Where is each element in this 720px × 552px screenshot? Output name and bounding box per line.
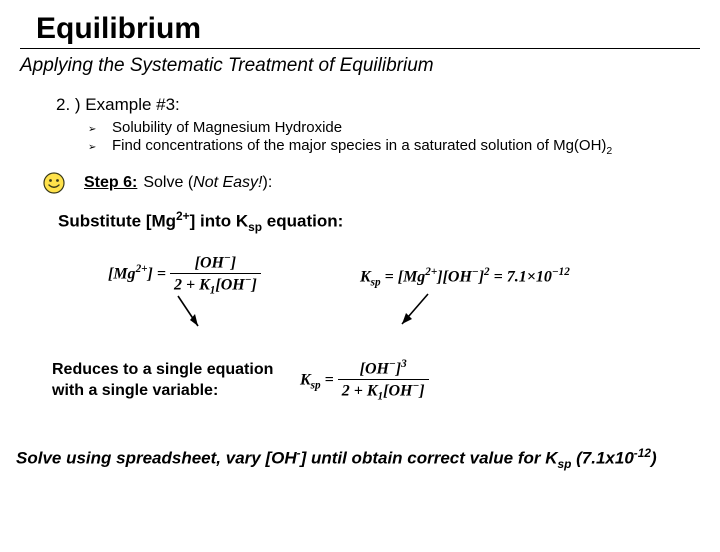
subscript: 2 bbox=[606, 145, 612, 157]
list-item: ➢ Solubility of Magnesium Hydroxide bbox=[88, 119, 720, 136]
step-row: Step 6: Solve (Not Easy!): bbox=[42, 171, 720, 195]
text-part: ] until obtain correct value for K bbox=[301, 448, 558, 467]
equation-ksp: Ksp = [Mg2+][OH−]2 = 7.1×10−12 bbox=[360, 266, 570, 289]
equation-reduced: Ksp = [OH−]3 2 + K1[OH−] bbox=[300, 358, 429, 403]
step-text-italic: Not Easy! bbox=[193, 174, 262, 191]
bullet-text-part: Find concentrations of the major species… bbox=[112, 137, 606, 154]
text-part: ] into K bbox=[190, 212, 249, 231]
subtitle: Applying the Systematic Treatment of Equ… bbox=[20, 55, 720, 77]
final-instruction: Solve using spreadsheet, vary [OH-] unti… bbox=[16, 446, 720, 471]
bullet-marker: ➢ bbox=[88, 142, 112, 153]
reduce-row: Reduces to a single equation with a sing… bbox=[52, 358, 720, 403]
title-underline bbox=[20, 48, 700, 49]
smiley-icon bbox=[42, 171, 66, 195]
text-part: Substitute [Mg bbox=[58, 212, 176, 231]
arrow-icon bbox=[396, 292, 436, 332]
text-part: (7.1x10 bbox=[571, 448, 633, 467]
subscript: sp bbox=[248, 220, 262, 234]
page-title: Equilibrium bbox=[36, 12, 720, 46]
text-part: equation: bbox=[262, 212, 343, 231]
reduce-text: Reduces to a single equation with a sing… bbox=[52, 360, 288, 402]
step-text-part: ): bbox=[263, 174, 273, 191]
bullet-marker: ➢ bbox=[88, 124, 112, 135]
equation-row: [Mg2+] = [OH−] 2 + K1[OH−] Ksp = [Mg2+][… bbox=[0, 252, 720, 324]
text-part: Solve using spreadsheet, vary [OH bbox=[16, 448, 297, 467]
bullet-list: ➢ Solubility of Magnesium Hydroxide ➢ Fi… bbox=[88, 119, 720, 157]
subscript: sp bbox=[558, 457, 572, 471]
arrow-icon bbox=[170, 294, 206, 334]
equation-mg: [Mg2+] = [OH−] 2 + K1[OH−] bbox=[108, 252, 261, 297]
superscript: 2+ bbox=[176, 209, 190, 223]
step-text-part: Solve ( bbox=[143, 174, 193, 191]
step-label: Step 6: bbox=[84, 174, 137, 192]
bullet-text: Find concentrations of the major species… bbox=[112, 137, 612, 157]
example-label: 2. ) Example #3: bbox=[56, 95, 720, 115]
step-text: Solve (Not Easy!): bbox=[143, 174, 272, 192]
text-part: ) bbox=[651, 448, 657, 467]
bullet-text: Solubility of Magnesium Hydroxide bbox=[112, 119, 342, 136]
list-item: ➢ Find concentrations of the major speci… bbox=[88, 137, 720, 157]
superscript: -12 bbox=[634, 446, 651, 460]
substitute-line: Substitute [Mg2+] into Ksp equation: bbox=[58, 209, 720, 234]
